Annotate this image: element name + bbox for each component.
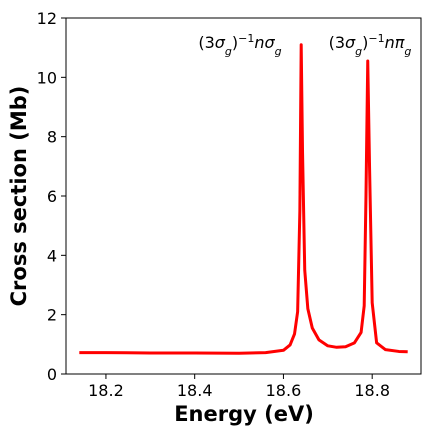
y-tick-label: 8 — [47, 128, 57, 147]
x-tick-label: 18.8 — [354, 381, 390, 400]
x-tick-label: 18.6 — [266, 381, 302, 400]
series-layer — [79, 43, 408, 355]
x-axis-title: Energy (eV) — [174, 402, 314, 426]
y-axis-title: Cross section (Mb) — [7, 86, 31, 307]
y-tick-label: 2 — [47, 306, 57, 325]
y-tick-label: 4 — [47, 246, 57, 265]
annotation-pi-peak: (3σg)−1nπg — [329, 32, 412, 58]
y-tick-label: 10 — [37, 68, 57, 87]
y-tick-label: 12 — [37, 9, 57, 28]
x-tick-label: 18.4 — [177, 381, 213, 400]
axes-layer: 18.2 18.4 18.6 18.8 0 2 4 6 8 10 12 — [37, 9, 390, 400]
y-tick-label: 0 — [47, 365, 57, 384]
y-tick-label: 6 — [47, 187, 57, 206]
x-tick-label: 18.2 — [88, 381, 124, 400]
annotation-layer: (3σg)−1nσg (3σg)−1nπg — [198, 32, 411, 58]
series-line-0 — [79, 43, 408, 355]
annotation-sigma-peak: (3σg)−1nσg — [198, 32, 281, 58]
